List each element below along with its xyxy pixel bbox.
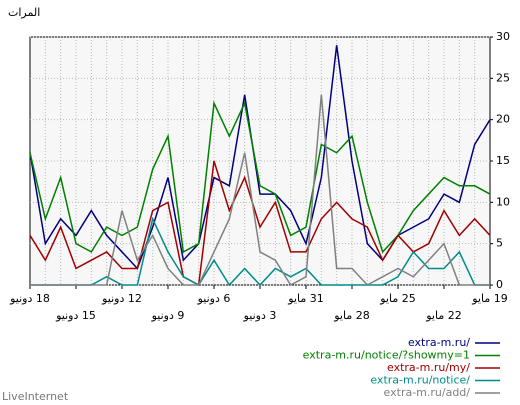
x-tick-label: 25 مايو — [379, 292, 415, 305]
x-tick-label: 6 دونيو — [197, 292, 231, 305]
x-tick-label: 28 مايو — [333, 309, 369, 322]
y-tick-label: 20 — [496, 113, 510, 126]
y-tick-label: 25 — [496, 71, 510, 84]
legend-label: extra-m.ru/notice/ — [370, 374, 470, 387]
x-tick-label: 12 دونيو — [101, 292, 142, 305]
y-tick-label: 15 — [496, 154, 510, 167]
x-tick-label: 18 دونيو — [9, 292, 50, 305]
y-tick-label: 5 — [496, 237, 503, 250]
x-tick-label: 22 مايو — [425, 309, 461, 322]
y-tick-label: 30 — [496, 30, 510, 43]
series-line — [30, 94, 490, 286]
legend-label: extra-m.ru/my/ — [387, 361, 470, 374]
y-axis-label: المرات — [8, 6, 40, 19]
x-tick-label: 9 دونيو — [151, 309, 185, 322]
series-line — [29, 100, 491, 254]
y-tick-label: 10 — [496, 195, 510, 208]
legend-label: extra-m.ru/add/ — [384, 386, 471, 399]
x-tick-label: 3 دونيو — [243, 309, 277, 322]
legend-label: extra-m.ru/ — [408, 336, 470, 349]
x-tick-label: 15 دونيو — [55, 309, 96, 322]
series-line — [30, 216, 490, 287]
x-tick-label: 19 مايو — [471, 292, 507, 305]
y-tick-label: 0 — [496, 278, 503, 291]
x-tick-label: 31 مايو — [287, 292, 323, 305]
series-line — [29, 45, 491, 270]
legend-label: extra-m.ru/notice/?showmy=1 — [303, 349, 470, 362]
footer: LiveInternet — [2, 390, 69, 403]
